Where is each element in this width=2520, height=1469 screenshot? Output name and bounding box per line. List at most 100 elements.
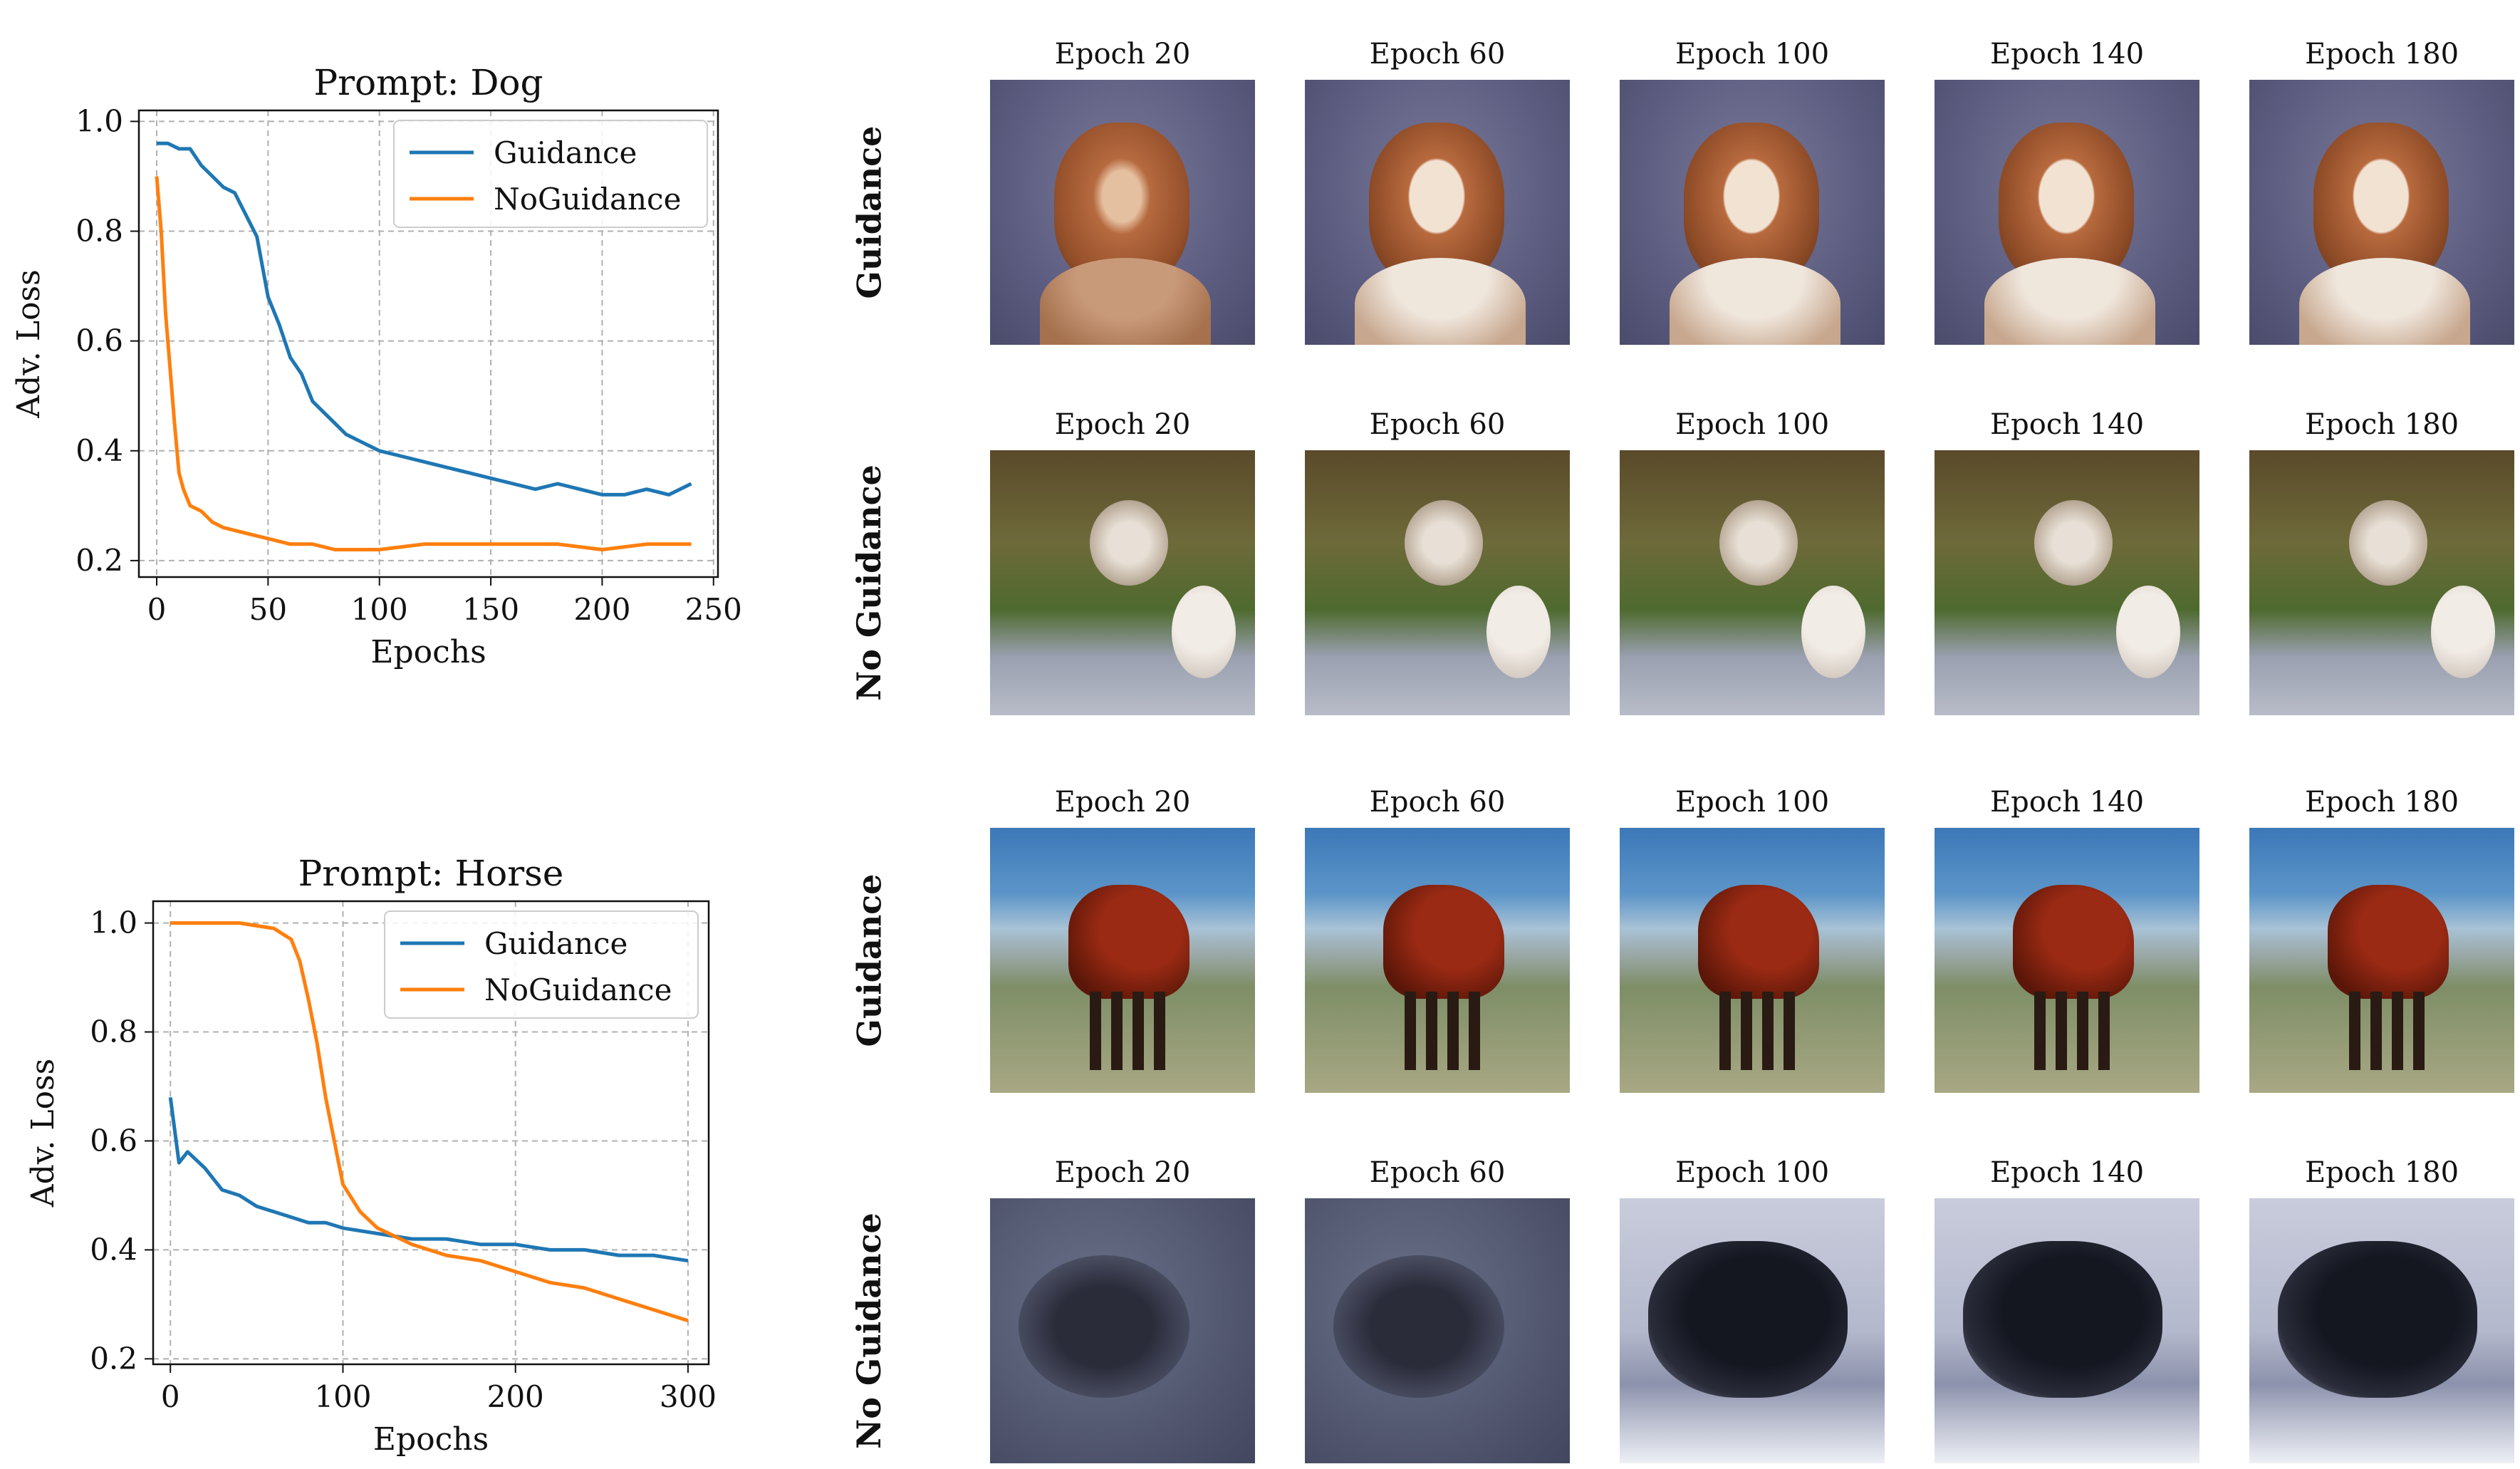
dog-generated-image	[1935, 80, 2199, 345]
chart-title: Prompt: Horse	[298, 853, 564, 894]
epoch-caption: Epoch 20	[1054, 1156, 1191, 1189]
y-tick-label: 0.4	[90, 1232, 137, 1267]
plot-frame	[137, 109, 719, 578]
y-tick-label: 0.2	[90, 1341, 137, 1376]
legend: Guidance NoGuidance	[384, 910, 699, 1019]
series-line-noguidance	[155, 176, 692, 551]
thumbnail-cell: Epoch 100	[1620, 36, 1885, 345]
thumbnail-cell: Epoch 100	[1620, 784, 1885, 1093]
thumbnail-cell: Epoch 140	[1935, 406, 2199, 715]
epoch-caption: Epoch 140	[1989, 786, 2145, 819]
y-tick-label: 1.0	[76, 103, 123, 138]
horse-generated-image	[2249, 1198, 2514, 1463]
horse-generated-image	[1935, 1198, 2199, 1463]
dog-generated-image	[2249, 450, 2514, 715]
horse-generated-image	[1620, 1198, 1885, 1463]
dog-generated-image	[1305, 450, 1570, 715]
thumbnail-cell: Epoch 100	[1620, 1154, 1885, 1463]
row-label-text: No Guidance	[850, 464, 889, 701]
legend-label: NoGuidance	[484, 972, 672, 1007]
chart-dog: 0 50 100 150 200 250 0.2 0.4 0.6 0.8 1.0 Prompt: Do…	[11, 62, 742, 670]
chart-horse: 0 100 200 300 0.2 0.4 0.6 0.8 1.0 Prompt: Horse Ep…	[25, 853, 717, 1458]
thumbnail-cell: Epoch 140	[1935, 1154, 2199, 1463]
dog-generated-image	[2249, 80, 2514, 345]
row-label: No Guidance	[840, 450, 897, 715]
dog-generated-image	[1620, 80, 1885, 345]
x-tick-label: 0	[147, 592, 167, 627]
epoch-caption: Epoch 20	[1054, 38, 1191, 71]
thumbnail-cell: Epoch 20	[990, 1154, 1255, 1463]
legend-label: Guidance	[494, 135, 637, 170]
legend-label: Guidance	[484, 926, 628, 961]
thumbnail-cell: Epoch 100	[1620, 406, 1885, 715]
epoch-caption: Epoch 140	[1989, 38, 2145, 71]
x-tick-label: 150	[462, 592, 519, 627]
epoch-caption: Epoch 100	[1675, 786, 1830, 819]
epoch-caption: Epoch 60	[1369, 408, 1506, 441]
thumbnail-cell: Epoch 20	[990, 36, 1255, 345]
series-line-noguidance	[170, 921, 689, 1323]
thumbnail-cell: Epoch 60	[1305, 784, 1570, 1093]
dog-generated-image	[990, 80, 1255, 345]
thumbnail-cell: Epoch 60	[1305, 406, 1570, 715]
x-tick-label: 200	[573, 592, 630, 627]
series-line-guidance	[168, 1096, 689, 1263]
dog-generated-image	[1620, 450, 1885, 715]
y-tick-label: 0.8	[90, 1014, 137, 1049]
epoch-caption: Epoch 180	[2304, 408, 2459, 441]
x-axis-label: Epochs	[373, 1421, 489, 1458]
row-label: No Guidance	[840, 1198, 897, 1463]
horse-generated-image	[1305, 1198, 1570, 1463]
horse-generated-image	[1620, 828, 1885, 1093]
legend-label: NoGuidance	[494, 182, 681, 217]
y-tick-label: 0.6	[76, 323, 123, 358]
y-tick-label: 0.6	[90, 1123, 137, 1158]
thumbnail-cell: Epoch 140	[1935, 784, 2199, 1093]
x-tick-label: 250	[685, 592, 742, 627]
y-tick-label: 0.2	[76, 543, 123, 578]
epoch-caption: Epoch 60	[1369, 38, 1506, 71]
x-tick-label: 100	[314, 1379, 371, 1414]
epoch-caption: Epoch 180	[2304, 786, 2459, 819]
thumbnail-cell: Epoch 180	[2249, 1154, 2514, 1463]
row-label-text: Guidance	[850, 125, 888, 299]
x-tick-label: 50	[249, 592, 287, 627]
epoch-caption: Epoch 100	[1675, 38, 1830, 71]
thumbnail-cell: Epoch 60	[1305, 1154, 1570, 1463]
horse-generated-image	[2249, 828, 2514, 1093]
x-tick-label: 100	[351, 592, 408, 627]
dog-generated-image	[990, 450, 1255, 715]
horse-generated-image	[1935, 828, 2199, 1093]
epoch-caption: Epoch 140	[1989, 1156, 2145, 1189]
y-axis-label: Adv. Loss	[25, 1059, 61, 1208]
epoch-caption: Epoch 60	[1369, 786, 1506, 819]
epoch-caption: Epoch 180	[2304, 1156, 2459, 1189]
epoch-caption: Epoch 140	[1989, 408, 2145, 441]
dog-generated-image	[1305, 80, 1570, 345]
row-label-text: Guidance	[850, 873, 888, 1047]
epoch-caption: Epoch 100	[1675, 1156, 1830, 1189]
x-tick-label: 0	[161, 1379, 180, 1414]
horse-generated-image	[1305, 828, 1570, 1093]
thumbnail-cell: Epoch 180	[2249, 406, 2514, 715]
epoch-caption: Epoch 180	[2304, 38, 2459, 71]
thumbnail-cell: Epoch 20	[990, 406, 1255, 715]
chart-title: Prompt: Dog	[313, 62, 543, 103]
y-tick-label: 0.8	[76, 214, 123, 249]
epoch-caption: Epoch 20	[1054, 786, 1191, 819]
y-axis-label: Adv. Loss	[11, 269, 47, 418]
epoch-caption: Epoch 100	[1675, 408, 1830, 441]
legend: Guidance NoGuidance	[393, 120, 708, 228]
row-label-text: No Guidance	[850, 1213, 889, 1449]
dog-generated-image	[1935, 450, 2199, 715]
y-tick-label: 0.4	[76, 433, 123, 468]
thumbnail-cell: Epoch 180	[2249, 36, 2514, 345]
plot-frame	[152, 900, 710, 1366]
row-label: Guidance	[840, 80, 897, 345]
x-tick-label: 200	[487, 1379, 544, 1414]
row-label: Guidance	[840, 828, 897, 1093]
thumbnail-cell: Epoch 180	[2249, 784, 2514, 1093]
chart-horse-panel: 0 100 200 300 0.2 0.4 0.6 0.8 1.0 Prompt: Horse Ep…	[0, 823, 769, 1464]
y-tick-label: 1.0	[90, 905, 137, 940]
thumbnail-cell: Epoch 60	[1305, 36, 1570, 345]
